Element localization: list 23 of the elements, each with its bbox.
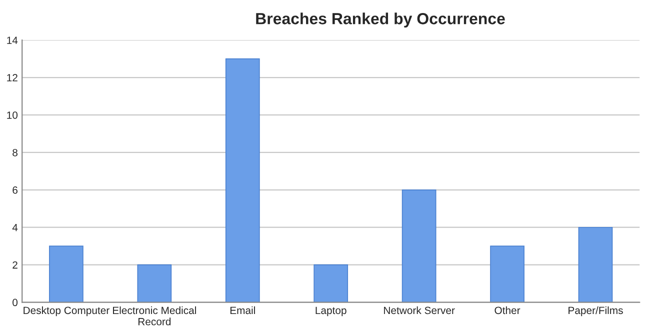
x-tick-label: Other (494, 306, 520, 314)
y-tick-label: 2 (12, 261, 18, 269)
x-tick-label: Desktop Computer (24, 306, 110, 316)
y-tick-label: 8 (12, 148, 18, 156)
x-tick-label: Email (230, 306, 255, 314)
y-tick-label: 12 (7, 74, 18, 82)
bar (578, 226, 613, 302)
chart-title: Breaches Ranked by Occurrence (256, 12, 505, 28)
bar (49, 246, 84, 302)
bar (137, 264, 172, 302)
x-tick-label: Paper/Films (568, 306, 623, 316)
y-tick-label: 0 (12, 298, 18, 306)
x-tick-label: Network Server (384, 306, 455, 314)
y-tick-label: 4 (12, 224, 18, 232)
y-tick-label: 10 (7, 111, 18, 119)
bar (402, 189, 436, 302)
x-tick-label: Electronic Medical Record (113, 306, 196, 326)
bar (225, 58, 260, 302)
y-tick-label: 6 (12, 186, 18, 194)
x-tick-label: Laptop (316, 306, 346, 316)
bar (314, 264, 348, 302)
y-tick-label: 14 (7, 36, 18, 44)
bar (490, 246, 524, 302)
